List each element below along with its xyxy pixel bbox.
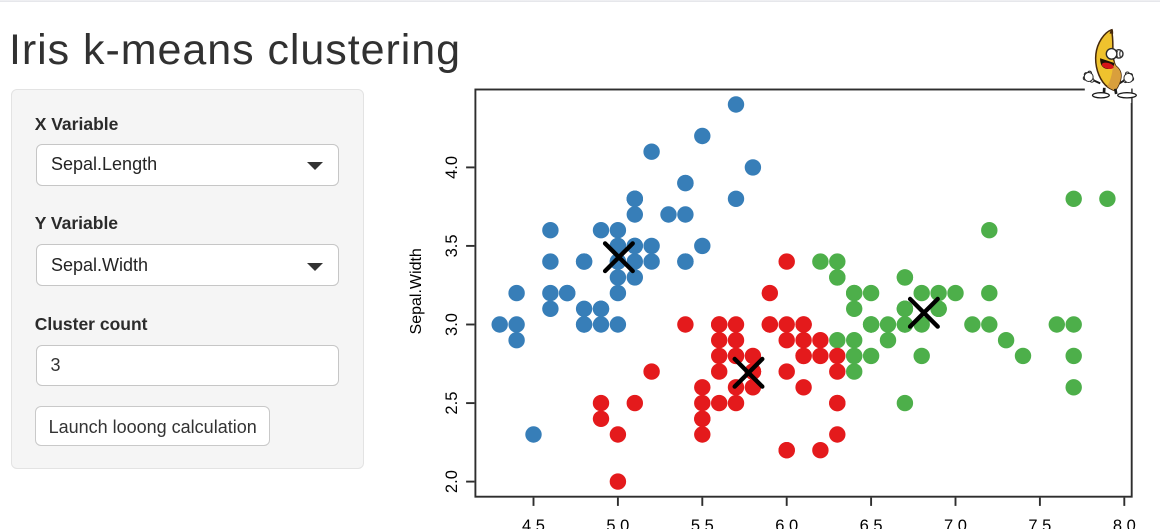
svg-text:4.5: 4.5 <box>522 517 545 529</box>
svg-text:8.0: 8.0 <box>1113 517 1136 529</box>
svg-text:2.0: 2.0 <box>443 470 461 493</box>
svg-text:5.0: 5.0 <box>606 517 629 529</box>
svg-text:5.5: 5.5 <box>691 517 714 529</box>
svg-text:3.5: 3.5 <box>443 234 461 257</box>
svg-text:3.0: 3.0 <box>443 313 461 336</box>
svg-text:7.0: 7.0 <box>944 517 967 529</box>
svg-text:Sepal.Width: Sepal.Width <box>408 248 425 334</box>
svg-text:2.5: 2.5 <box>443 392 461 415</box>
svg-text:7.5: 7.5 <box>1028 517 1051 529</box>
svg-text:6.5: 6.5 <box>860 517 883 529</box>
svg-text:6.0: 6.0 <box>775 517 798 529</box>
svg-text:4.0: 4.0 <box>443 156 461 179</box>
